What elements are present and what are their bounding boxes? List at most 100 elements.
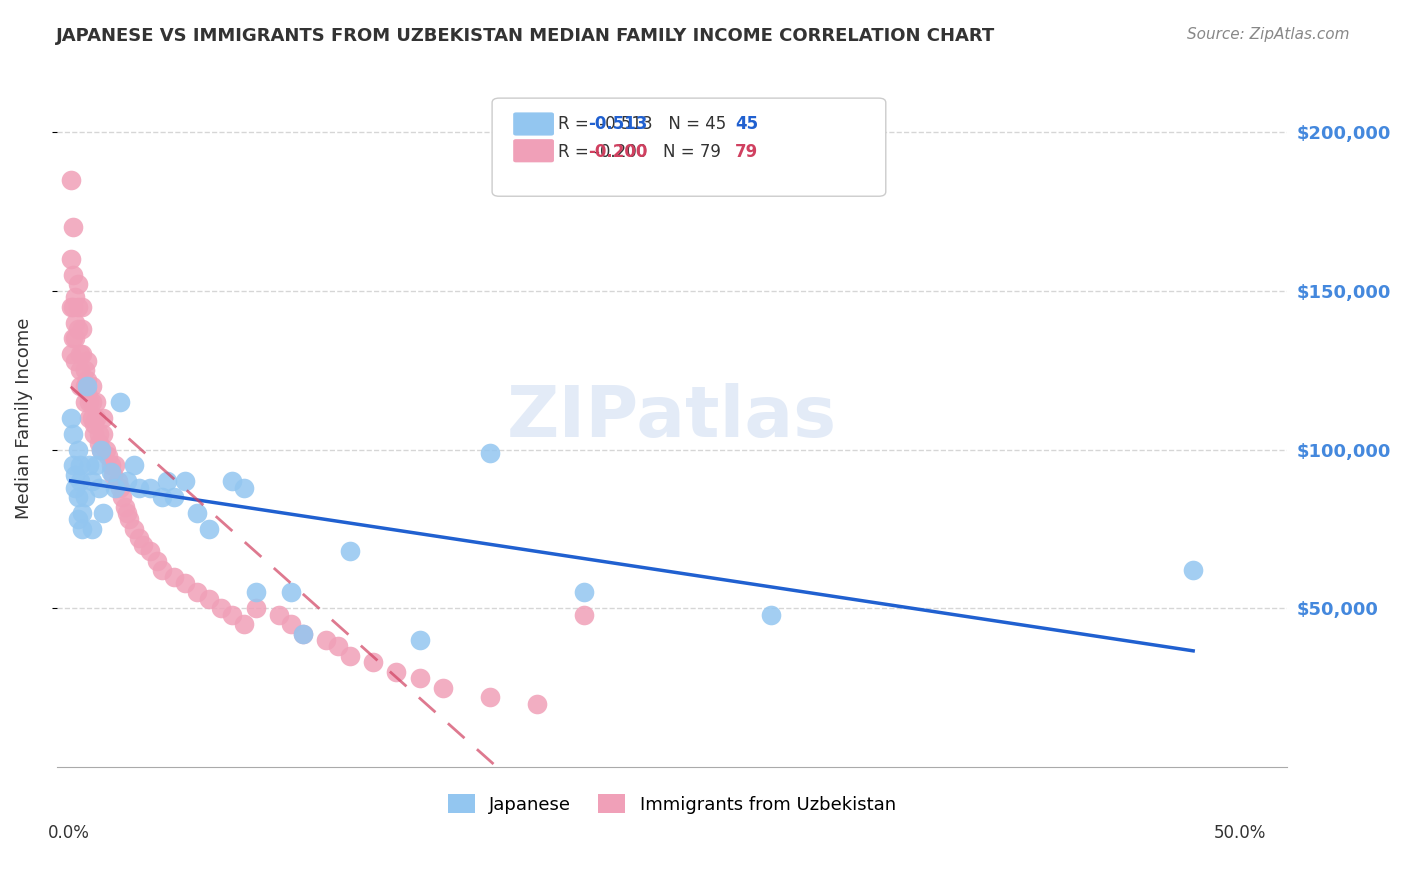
Point bbox=[186, 506, 208, 520]
Point bbox=[72, 322, 94, 336]
Text: Source: ZipAtlas.com: Source: ZipAtlas.com bbox=[1187, 27, 1350, 42]
Point bbox=[100, 465, 122, 479]
Text: 79: 79 bbox=[735, 143, 759, 161]
Point bbox=[65, 467, 87, 482]
Point bbox=[69, 475, 91, 489]
Point bbox=[80, 379, 103, 393]
Point bbox=[409, 633, 432, 648]
Point bbox=[93, 410, 115, 425]
Point bbox=[80, 395, 103, 409]
Point bbox=[69, 379, 91, 393]
Point bbox=[128, 481, 150, 495]
Point bbox=[114, 500, 136, 514]
Point bbox=[339, 544, 361, 558]
Point bbox=[65, 331, 87, 345]
Point bbox=[62, 300, 84, 314]
Point bbox=[291, 626, 314, 640]
Point bbox=[69, 347, 91, 361]
Point bbox=[101, 467, 124, 482]
Point bbox=[163, 490, 186, 504]
Point bbox=[280, 585, 302, 599]
Point bbox=[115, 506, 138, 520]
Point bbox=[59, 300, 82, 314]
Text: ZIPatlas: ZIPatlas bbox=[506, 384, 837, 452]
Point bbox=[479, 690, 502, 705]
Point bbox=[79, 395, 101, 409]
Point bbox=[72, 300, 94, 314]
Point bbox=[122, 458, 145, 473]
Point bbox=[76, 385, 98, 400]
Point bbox=[62, 458, 84, 473]
Point bbox=[62, 426, 84, 441]
Point bbox=[174, 475, 197, 489]
Point bbox=[280, 617, 302, 632]
Point bbox=[107, 475, 129, 489]
Point bbox=[115, 475, 138, 489]
Point bbox=[80, 475, 103, 489]
Point bbox=[186, 585, 208, 599]
Point bbox=[66, 442, 89, 457]
Point bbox=[86, 458, 108, 473]
Point bbox=[72, 347, 94, 361]
Point bbox=[76, 379, 98, 393]
Text: JAPANESE VS IMMIGRANTS FROM UZBEKISTAN MEDIAN FAMILY INCOME CORRELATION CHART: JAPANESE VS IMMIGRANTS FROM UZBEKISTAN M… bbox=[56, 27, 995, 45]
Point bbox=[221, 475, 243, 489]
Point bbox=[104, 458, 127, 473]
Point bbox=[73, 363, 96, 377]
Point bbox=[315, 633, 337, 648]
Point bbox=[65, 353, 87, 368]
Point bbox=[233, 617, 256, 632]
Point bbox=[76, 353, 98, 368]
Point bbox=[72, 522, 94, 536]
Point bbox=[65, 316, 87, 330]
Point bbox=[86, 410, 108, 425]
Point bbox=[66, 512, 89, 526]
Point bbox=[90, 442, 112, 457]
Point bbox=[59, 347, 82, 361]
Point bbox=[100, 458, 122, 473]
Point bbox=[73, 379, 96, 393]
Point bbox=[93, 506, 115, 520]
Point bbox=[79, 458, 101, 473]
Legend: Japanese, Immigrants from Uzbekistan: Japanese, Immigrants from Uzbekistan bbox=[440, 787, 903, 821]
Point bbox=[150, 490, 173, 504]
Point bbox=[1182, 563, 1205, 577]
Point bbox=[90, 442, 112, 457]
Text: R = -0.200   N = 79: R = -0.200 N = 79 bbox=[558, 143, 721, 161]
Point bbox=[73, 395, 96, 409]
Point bbox=[79, 410, 101, 425]
Point bbox=[139, 544, 162, 558]
Point bbox=[108, 395, 131, 409]
Point bbox=[526, 697, 548, 711]
Point bbox=[62, 331, 84, 345]
Text: 45: 45 bbox=[735, 115, 758, 133]
Point bbox=[326, 640, 349, 654]
Point bbox=[122, 522, 145, 536]
Point bbox=[80, 410, 103, 425]
Point bbox=[76, 373, 98, 387]
Point bbox=[66, 322, 89, 336]
Text: -0.200: -0.200 bbox=[588, 143, 647, 161]
Point bbox=[59, 172, 82, 186]
Point bbox=[245, 585, 267, 599]
Point bbox=[209, 601, 232, 615]
Point bbox=[94, 442, 117, 457]
Point bbox=[65, 290, 87, 304]
Point bbox=[83, 426, 105, 441]
Point bbox=[432, 681, 454, 695]
Point bbox=[59, 252, 82, 266]
Point bbox=[111, 490, 134, 504]
Point bbox=[80, 522, 103, 536]
Point bbox=[221, 607, 243, 622]
Point bbox=[87, 426, 110, 441]
Point bbox=[104, 481, 127, 495]
Point bbox=[86, 395, 108, 409]
Point bbox=[73, 490, 96, 504]
Point bbox=[66, 277, 89, 292]
Point bbox=[156, 475, 179, 489]
Text: -0.513: -0.513 bbox=[588, 115, 647, 133]
Point bbox=[233, 481, 256, 495]
Point bbox=[198, 591, 221, 606]
Text: 0.0%: 0.0% bbox=[48, 824, 89, 842]
Point bbox=[59, 410, 82, 425]
